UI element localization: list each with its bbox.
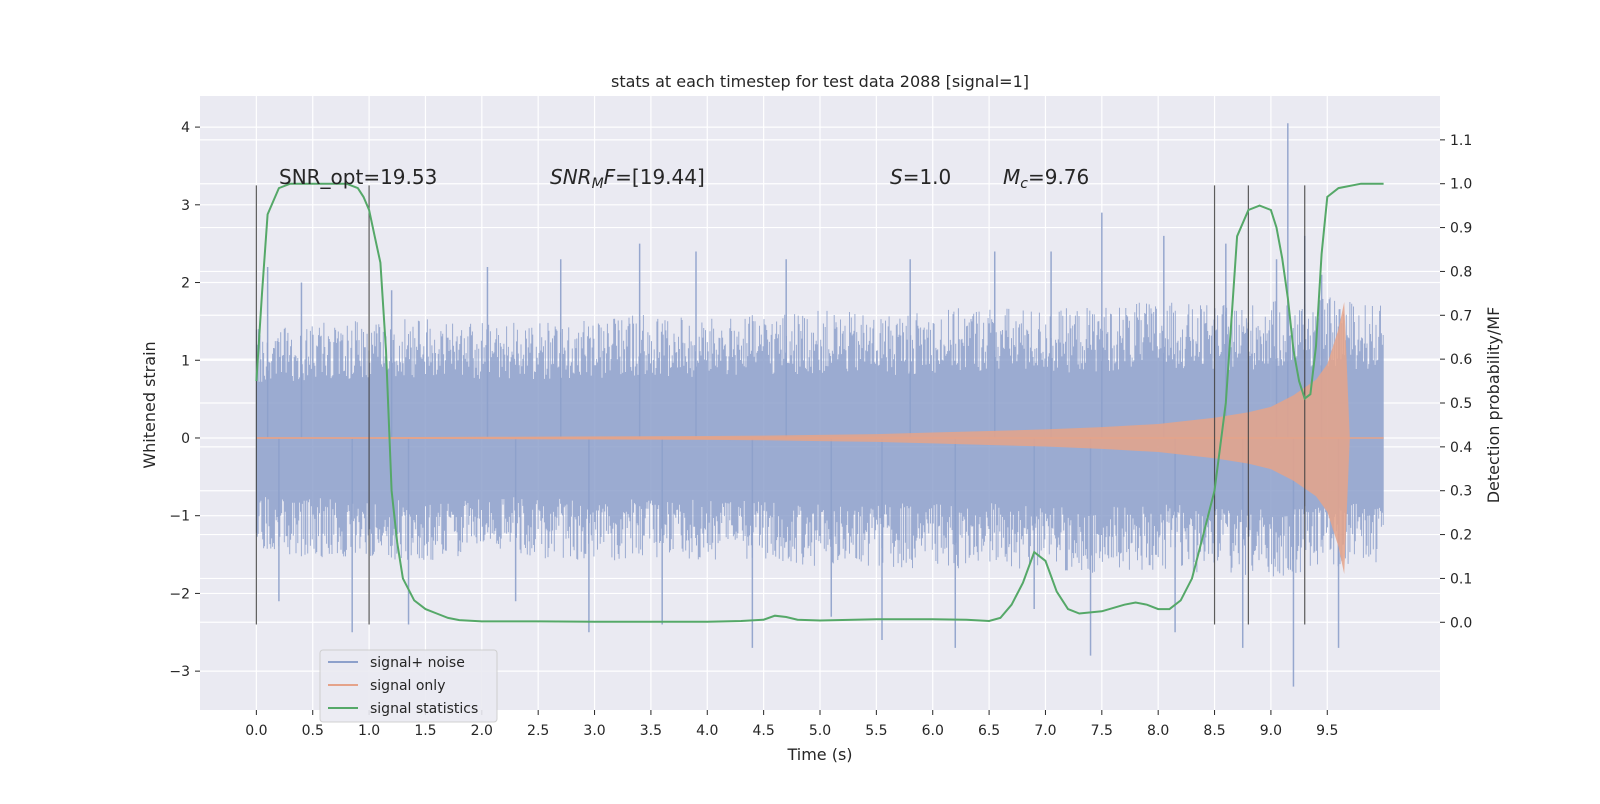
right-y-tick-label: 0.6 — [1450, 352, 1472, 368]
y-axis-label: Whitened strain — [140, 341, 159, 468]
x-tick-label: 1.5 — [414, 723, 436, 739]
snr-mf-value: =[19.44] — [615, 165, 705, 189]
x-tick-label: 2.5 — [527, 723, 549, 739]
right-y-tick-label: 0.7 — [1450, 308, 1472, 324]
mc-value: =9.76 — [1028, 165, 1089, 189]
legend: signal+ noise signal only signal statist… — [319, 649, 498, 723]
vertical-markers — [255, 185, 1306, 625]
right-y-tick-label: 0.5 — [1450, 396, 1472, 412]
x-tick-label: 8.5 — [1203, 723, 1225, 739]
x-tick-labels: 0.0 0.5 1.0 1.5 2.0 2.5 3.0 3.5 4.0 4.5 5.0 5.5 6.0 6… — [245, 710, 1338, 739]
x-tick-label: 3.5 — [640, 723, 662, 739]
legend-label-statistics: signal statistics — [370, 701, 478, 717]
x-tick-label: 9.0 — [1260, 723, 1282, 739]
x-tick-label: 9.5 — [1316, 723, 1338, 739]
right-y-tick-label: 1.0 — [1450, 177, 1472, 193]
x-tick-label: 1.0 — [358, 723, 380, 739]
snr-mf-tail: F — [604, 165, 616, 189]
x-tick-label: 3.0 — [583, 723, 605, 739]
x-tick-label: 4.0 — [696, 723, 718, 739]
snr-mf-annotation: SNRMF=[19.44] — [550, 165, 705, 192]
s-annotation: S=1.0 — [890, 165, 951, 189]
snr-mf-subscript: M — [592, 176, 604, 192]
y-tick-label: 3 — [181, 198, 190, 214]
x-tick-label: 6.5 — [978, 723, 1000, 739]
right-y-tick-label: 0.0 — [1450, 615, 1472, 631]
statistics-line — [255, 182, 1384, 623]
mc-subscript: c — [1020, 176, 1028, 192]
y-tick-label: 1 — [181, 353, 190, 369]
mc-annotation: Mc=9.76 — [1003, 165, 1089, 192]
signal-series — [256, 302, 1384, 574]
y-tick-label: −3 — [169, 664, 190, 680]
mc-symbol: M — [1003, 165, 1020, 189]
x-tick-label: 0.0 — [245, 723, 267, 739]
x-tick-label: 0.5 — [302, 723, 324, 739]
y-tick-labels: 4 3 2 1 0 −1 −2 −3 — [169, 120, 200, 680]
right-y-tick-label: 0.9 — [1450, 221, 1472, 237]
x-tick-label: 5.0 — [809, 723, 831, 739]
s-value: =1.0 — [903, 165, 952, 189]
legend-label-noise: signal+ noise — [370, 655, 465, 671]
x-tick-label: 6.0 — [922, 723, 944, 739]
right-y-tick-label: 0.2 — [1450, 528, 1472, 544]
s-symbol: S — [890, 165, 903, 189]
snr-mf-symbol: SNR — [550, 165, 592, 189]
chart-title: stats at each timestep for test data 208… — [611, 72, 1029, 91]
right-y-tick-label: 0.8 — [1450, 264, 1472, 280]
right-y-tick-labels: 1.1 1.0 0.9 0.8 0.7 0.6 0.5 0.4 0.3 0.2 0.1 0.0 — [1440, 133, 1472, 631]
x-tick-label: 7.0 — [1034, 723, 1056, 739]
x-tick-label: 8.0 — [1147, 723, 1169, 739]
right-y-tick-label: 0.1 — [1450, 571, 1472, 587]
x-tick-label: 2.0 — [471, 723, 493, 739]
right-y-tick-label: 0.4 — [1450, 440, 1472, 456]
x-tick-label: 7.5 — [1091, 723, 1113, 739]
y-tick-label: 2 — [181, 276, 190, 292]
y-tick-label: −2 — [169, 586, 190, 602]
y-tick-label: 4 — [181, 120, 190, 136]
x-axis-label: Time (s) — [786, 745, 852, 764]
y-tick-label: 0 — [181, 431, 190, 447]
right-y-tick-label: 1.1 — [1450, 133, 1472, 149]
snr-opt-annotation: SNR_opt=19.53 — [279, 165, 437, 189]
x-tick-label: 4.5 — [753, 723, 775, 739]
legend-label-signal: signal only — [370, 678, 445, 694]
right-y-axis-label: Detection probability/MF — [1484, 307, 1503, 504]
legend-box — [319, 649, 498, 723]
x-tick-label: 5.5 — [865, 723, 887, 739]
right-y-tick-label: 0.3 — [1450, 484, 1472, 500]
y-tick-label: −1 — [169, 509, 190, 525]
statistics-series — [255, 182, 1384, 623]
